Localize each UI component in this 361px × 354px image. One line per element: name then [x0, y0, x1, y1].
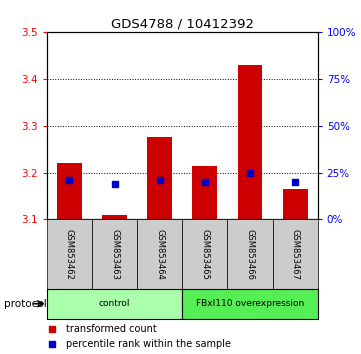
Bar	[47, 289, 182, 319]
Text: GSM853465: GSM853465	[200, 229, 209, 280]
Bar	[283, 189, 308, 219]
Text: GSM853464: GSM853464	[155, 229, 164, 280]
Bar	[238, 65, 262, 219]
Text: GSM853463: GSM853463	[110, 229, 119, 280]
Text: percentile rank within the sample: percentile rank within the sample	[66, 339, 231, 349]
Text: GSM853467: GSM853467	[291, 229, 300, 280]
Text: GSM853462: GSM853462	[65, 229, 74, 280]
Bar	[227, 219, 273, 289]
Bar	[102, 215, 127, 219]
Text: FBxl110 overexpression: FBxl110 overexpression	[196, 299, 304, 308]
Bar	[92, 219, 137, 289]
Text: transformed count: transformed count	[66, 324, 157, 333]
Text: control: control	[99, 299, 130, 308]
Bar	[192, 166, 217, 219]
Text: GSM853466: GSM853466	[245, 229, 255, 280]
Bar	[137, 219, 182, 289]
Title: GDS4788 / 10412392: GDS4788 / 10412392	[111, 18, 254, 31]
Bar	[147, 137, 172, 219]
Bar	[182, 289, 318, 319]
Bar	[182, 219, 227, 289]
Bar	[57, 163, 82, 219]
Bar	[47, 219, 92, 289]
Text: protocol: protocol	[4, 299, 46, 309]
Bar	[273, 219, 318, 289]
